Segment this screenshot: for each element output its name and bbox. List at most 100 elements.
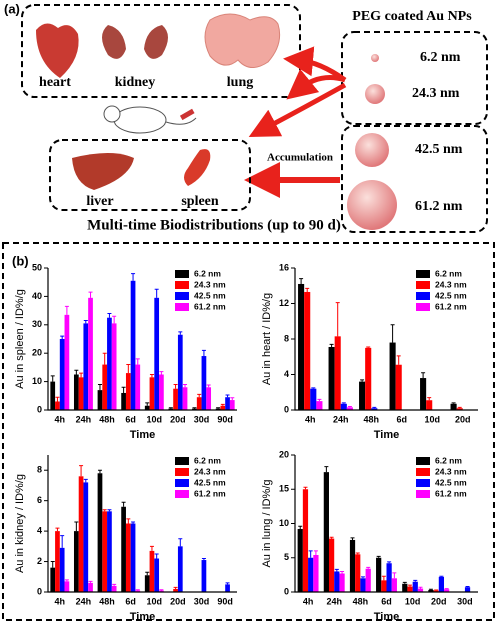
- y-tick-label: 40: [32, 291, 42, 301]
- bar: [125, 523, 131, 592]
- error-bar: [83, 478, 88, 483]
- bar: [111, 585, 117, 592]
- error-bar: [303, 486, 308, 490]
- bar: [428, 589, 434, 592]
- bar: [97, 390, 103, 410]
- y-tick-label: 2: [37, 556, 42, 566]
- error-bar: [131, 521, 136, 524]
- bar: [426, 400, 433, 410]
- legend-label: 6.2 nm: [194, 268, 221, 278]
- error-bar: [434, 589, 439, 591]
- x-tick-label: 10d: [147, 414, 163, 424]
- error-bar: [135, 589, 140, 591]
- x-tick-label: 20d: [431, 596, 447, 606]
- legend-label: 42.5 nm: [194, 477, 226, 487]
- y-axis-label: Au in kidney / ID%/g: [14, 474, 26, 573]
- error-bar: [88, 291, 93, 298]
- arrow: [248, 82, 347, 137]
- error-bar: [366, 346, 371, 348]
- error-bar: [457, 406, 462, 409]
- legend-label: 6.2 nm: [435, 268, 462, 278]
- error-bar: [201, 349, 206, 357]
- bar: [420, 378, 427, 410]
- bar: [328, 538, 335, 592]
- legend-label: 61.2 nm: [435, 488, 467, 498]
- arrow: [286, 68, 346, 100]
- axes: [294, 268, 478, 411]
- error-bar: [192, 407, 197, 409]
- bar: [111, 323, 117, 410]
- bar: [389, 342, 396, 410]
- legend-label: 42.5 nm: [194, 290, 226, 300]
- error-bar: [159, 371, 164, 375]
- bar: [83, 323, 89, 410]
- x-tick-label: 6d: [125, 596, 136, 606]
- heart-icon: [36, 23, 79, 78]
- error-bar: [149, 545, 154, 551]
- error-bar: [79, 465, 84, 477]
- error-bar: [154, 553, 159, 559]
- error-bar: [360, 379, 365, 382]
- charts-box: [2, 242, 495, 621]
- y-tick-label: 50: [32, 262, 42, 272]
- bar: [355, 554, 361, 592]
- x-tick-label: 4h: [55, 596, 66, 606]
- bar: [192, 408, 197, 410]
- y-tick-label: 10: [32, 376, 42, 386]
- x-tick-label: 4h: [303, 596, 314, 606]
- axes: [294, 455, 478, 593]
- legend-swatch: [175, 292, 189, 300]
- bar: [102, 364, 108, 410]
- error-bar: [355, 552, 360, 555]
- bar: [450, 403, 457, 410]
- x-tick-label: 24h: [333, 414, 349, 424]
- error-bar: [102, 352, 107, 365]
- bar: [159, 374, 164, 410]
- bar: [334, 336, 341, 410]
- error-bar: [376, 555, 381, 558]
- y-tick-label: 12: [279, 298, 289, 308]
- error-bar: [360, 576, 365, 579]
- x-axis-label: Time: [374, 429, 399, 441]
- y-tick-label: 0: [37, 404, 42, 414]
- size-label: 42.5 nm: [415, 142, 463, 157]
- x-tick-label: 20d: [170, 596, 186, 606]
- bar: [316, 401, 323, 410]
- error-bar: [126, 518, 131, 524]
- error-bar: [387, 561, 392, 564]
- y-tick-label: 0: [284, 404, 289, 414]
- x-tick-label: 20d: [170, 414, 186, 424]
- bar: [177, 334, 183, 410]
- x-tick-label: 90d: [217, 414, 233, 424]
- bar: [304, 291, 311, 410]
- organ-label: spleen: [181, 194, 219, 209]
- bar: [444, 589, 450, 592]
- x-tick-label: 4h: [305, 414, 316, 424]
- bar: [412, 581, 418, 592]
- bar: [395, 364, 402, 410]
- legend-label: 42.5 nm: [435, 477, 467, 487]
- bar: [173, 588, 178, 592]
- error-bar: [225, 582, 230, 585]
- error-bar: [428, 588, 433, 590]
- bar: [402, 583, 408, 592]
- legend-label: 6.2 nm: [194, 455, 221, 465]
- error-bar: [230, 397, 235, 401]
- bar: [125, 373, 131, 410]
- error-bar: [74, 521, 79, 532]
- bar: [73, 531, 79, 592]
- x-tick-label: 48h: [363, 414, 379, 424]
- bar: [201, 356, 207, 410]
- bar: [334, 571, 340, 592]
- mouse-icon: [113, 106, 167, 134]
- particle: [355, 133, 389, 167]
- error-bar: [444, 588, 449, 590]
- bar: [64, 314, 70, 410]
- bar: [177, 546, 183, 592]
- bar: [310, 388, 317, 410]
- error-bar: [329, 536, 334, 539]
- error-bar: [88, 580, 93, 583]
- bar: [360, 578, 366, 592]
- y-tick-label: 16: [279, 262, 289, 272]
- legend-swatch: [416, 303, 430, 311]
